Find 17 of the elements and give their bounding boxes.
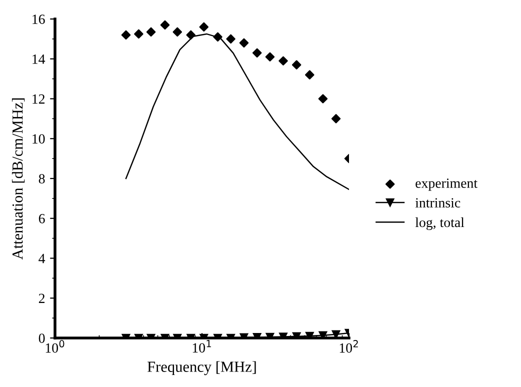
x-tick-label: 10$^{0}$ <box>46 340 64 353</box>
y-tick-label: 6 <box>38 214 45 224</box>
y-tick-label: 12 <box>32 94 45 104</box>
y-tick-label: 4 <box>38 254 46 264</box>
y-tick-label: 8 <box>38 174 45 184</box>
legend-label: intrinsic <box>415 198 460 208</box>
x-tick-label: 10$^{2}$ <box>340 340 358 353</box>
y-tick-label: 0 <box>38 334 45 343</box>
y-tick-label: 2 <box>38 294 45 303</box>
legend-label: experiment <box>416 178 478 191</box>
legend-label: log, total <box>415 217 464 230</box>
x-tick-label: 10$^{1}$ <box>192 340 211 353</box>
y-tick-label: 10 <box>32 134 45 144</box>
y-tick-label: 14 <box>32 54 46 64</box>
y-tick-label: 16 <box>32 14 45 24</box>
y-axis-title: Attenuation [dB/cm/MHz] <box>12 98 25 260</box>
x-axis-title: Frequency [MHz] <box>148 361 256 376</box>
